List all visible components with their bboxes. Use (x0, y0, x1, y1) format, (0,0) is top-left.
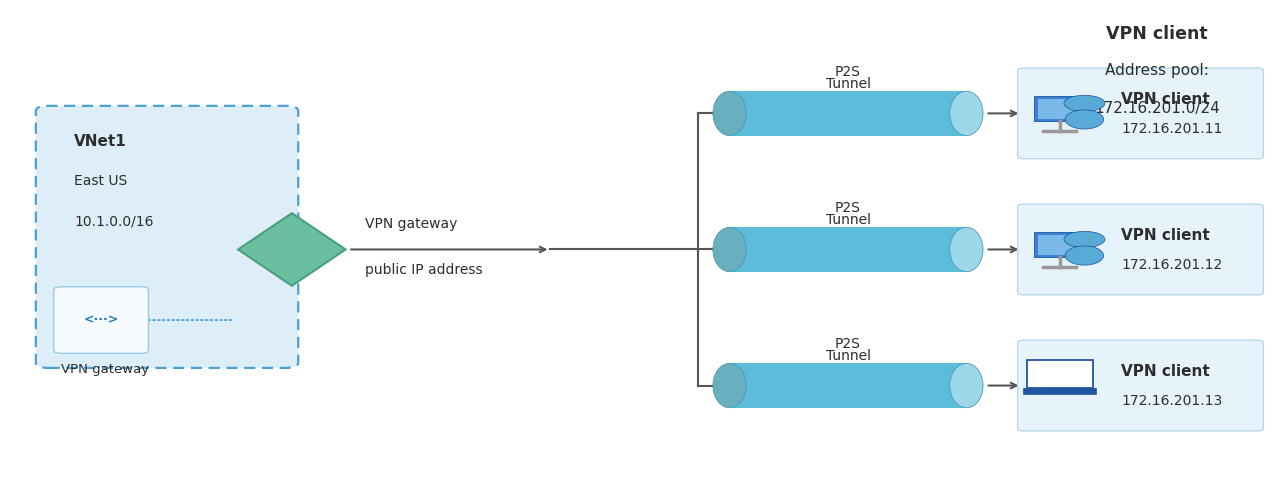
Bar (730, 227, 966, 272)
Ellipse shape (950, 363, 983, 408)
Polygon shape (238, 213, 346, 286)
Ellipse shape (713, 91, 746, 136)
Text: 172.16.201.0/24: 172.16.201.0/24 (1094, 101, 1220, 116)
Text: VPN client: VPN client (1121, 92, 1210, 107)
Text: P2S: P2S (835, 65, 861, 79)
FancyBboxPatch shape (1018, 204, 1263, 295)
Circle shape (1064, 231, 1105, 247)
Text: <···>: <···> (83, 313, 119, 327)
Text: 172.16.201.11: 172.16.201.11 (1121, 121, 1222, 136)
FancyBboxPatch shape (1018, 340, 1263, 431)
Ellipse shape (950, 227, 983, 272)
Ellipse shape (1065, 110, 1103, 129)
Text: VPN client: VPN client (1106, 25, 1208, 43)
FancyBboxPatch shape (54, 287, 148, 353)
Text: 172.16.201.13: 172.16.201.13 (1121, 394, 1222, 408)
Text: 10.1.0.0/16: 10.1.0.0/16 (74, 214, 154, 228)
Bar (1034, 96, 1085, 121)
Ellipse shape (1065, 246, 1103, 265)
Bar (1038, 99, 1082, 119)
Text: East US: East US (74, 174, 128, 188)
Text: VPN gateway: VPN gateway (365, 217, 457, 231)
Text: Address pool:: Address pool: (1105, 63, 1210, 78)
Ellipse shape (950, 91, 983, 136)
Bar (1027, 360, 1093, 388)
Text: VPN gateway: VPN gateway (61, 363, 150, 376)
Text: 172.16.201.12: 172.16.201.12 (1121, 258, 1222, 272)
Bar (730, 363, 966, 408)
Text: P2S: P2S (835, 337, 861, 351)
Ellipse shape (713, 227, 746, 272)
Bar (1038, 235, 1082, 255)
Bar (1034, 232, 1085, 257)
Text: P2S: P2S (835, 201, 861, 215)
Circle shape (1064, 95, 1105, 111)
Text: VNet1: VNet1 (74, 134, 127, 149)
FancyBboxPatch shape (1018, 68, 1263, 159)
Text: VPN client: VPN client (1121, 364, 1210, 379)
FancyBboxPatch shape (36, 106, 298, 368)
Text: public IP address: public IP address (365, 263, 483, 277)
Text: Tunnel: Tunnel (826, 349, 870, 363)
Ellipse shape (713, 363, 746, 408)
Bar (1023, 388, 1097, 394)
Text: VPN client: VPN client (1121, 228, 1210, 243)
Bar (730, 91, 966, 136)
Text: Tunnel: Tunnel (826, 213, 870, 227)
Text: Tunnel: Tunnel (826, 77, 870, 91)
